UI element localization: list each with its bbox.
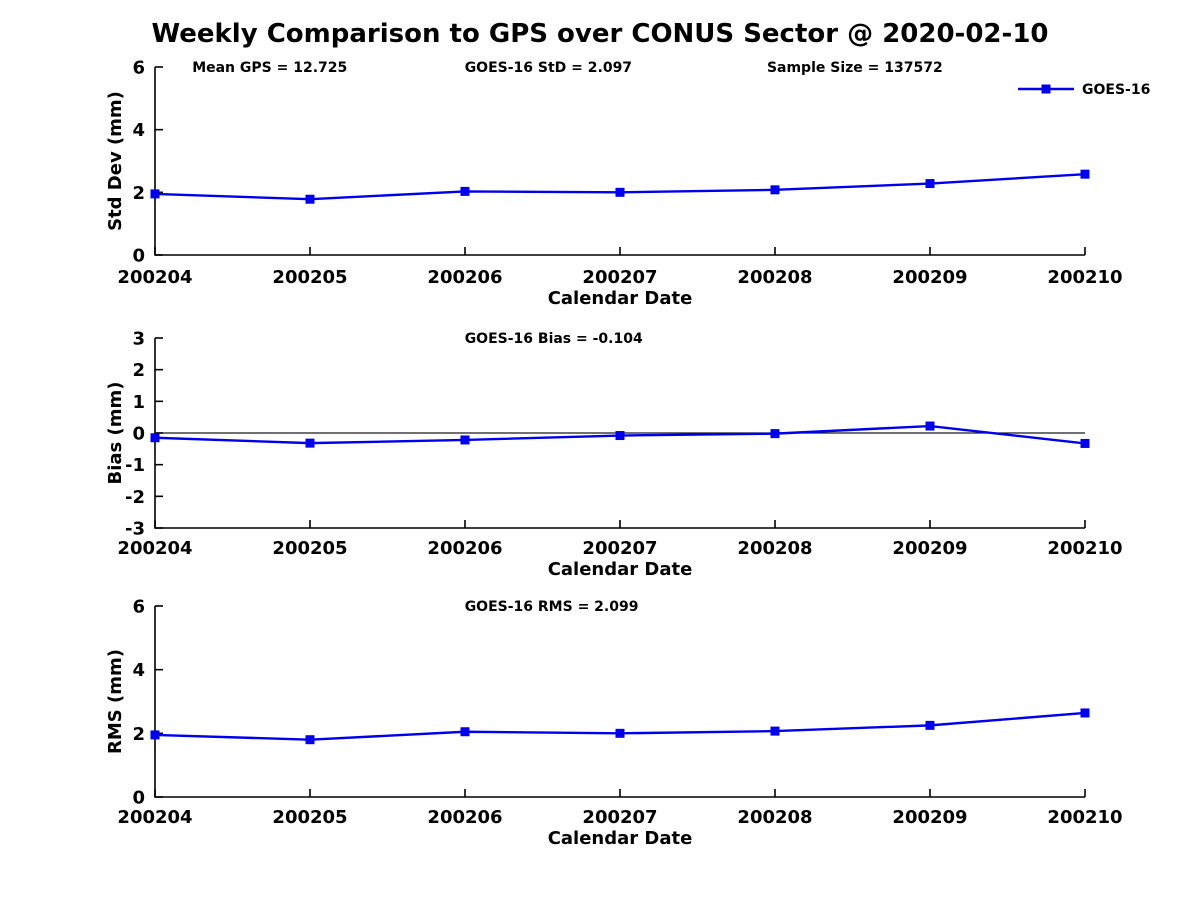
y-tick-label: -2 (125, 487, 145, 508)
x-tick-label: 200204 (117, 538, 192, 559)
x-axis-label: Calendar Date (548, 559, 693, 580)
x-tick-label: 200210 (1047, 807, 1122, 828)
y-axis-label: Std Dev (mm) (105, 91, 126, 231)
data-point-marker (925, 179, 935, 189)
data-point-marker (770, 185, 780, 195)
data-point-marker (460, 727, 470, 737)
x-tick-label: 200208 (737, 267, 812, 288)
data-point-marker (150, 730, 160, 740)
x-tick-label: 200206 (427, 267, 502, 288)
data-point-marker (460, 435, 470, 445)
x-tick-label: 200205 (272, 807, 347, 828)
y-tick-label: 0 (132, 788, 145, 809)
x-tick-label: 200210 (1047, 538, 1122, 559)
stat-annotation: GOES-16 RMS = 2.099 (465, 599, 639, 615)
y-axis-label: Bias (mm) (105, 382, 126, 485)
y-tick-label: 4 (132, 120, 145, 141)
x-tick-label: 200204 (117, 807, 192, 828)
y-tick-label: -1 (125, 455, 145, 476)
y-tick-label: 2 (132, 183, 145, 204)
x-tick-label: 200206 (427, 807, 502, 828)
axis-lines (154, 67, 1085, 256)
y-tick-label: 3 (132, 329, 145, 350)
legend-label: GOES-16 (1082, 82, 1150, 98)
stat-annotation: GOES-16 StD = 2.097 (465, 60, 632, 76)
data-point-marker (150, 433, 160, 443)
y-tick-label: 4 (132, 660, 145, 681)
x-tick-label: 200204 (117, 267, 192, 288)
stat-annotation: Sample Size = 137572 (767, 60, 943, 76)
data-point-marker (925, 720, 935, 730)
x-tick-label: 200208 (737, 807, 812, 828)
data-point-marker (1080, 708, 1090, 718)
y-tick-label: 2 (132, 360, 145, 381)
x-tick-label: 200205 (272, 267, 347, 288)
data-point-marker (305, 735, 315, 745)
x-tick-label: 200209 (892, 807, 967, 828)
x-tick-label: 200209 (892, 538, 967, 559)
x-axis-label: Calendar Date (548, 288, 693, 309)
data-point-marker (770, 726, 780, 736)
y-axis-label: RMS (mm) (105, 649, 126, 754)
x-tick-label: 200208 (737, 538, 812, 559)
y-tick-label: 6 (132, 597, 145, 618)
stat-annotation: Mean GPS = 12.725 (192, 60, 347, 76)
stat-annotation: GOES-16 Bias = -0.104 (465, 331, 643, 347)
data-point-marker (150, 189, 160, 199)
data-point-marker (1080, 169, 1090, 179)
x-tick-label: 200210 (1047, 267, 1122, 288)
x-tick-label: 200207 (582, 267, 657, 288)
x-tick-label: 200206 (427, 538, 502, 559)
data-point-marker (615, 431, 625, 441)
data-point-marker (305, 194, 315, 204)
x-tick-label: 200209 (892, 267, 967, 288)
axis-lines (154, 606, 1085, 798)
y-tick-label: 0 (132, 246, 145, 267)
data-point-marker (1080, 438, 1090, 448)
y-tick-label: 6 (132, 58, 145, 79)
x-tick-label: 200205 (272, 538, 347, 559)
y-tick-label: -3 (125, 519, 145, 540)
data-point-marker (305, 438, 315, 448)
data-point-marker (925, 421, 935, 431)
data-point-marker (615, 187, 625, 197)
y-tick-label: 0 (132, 424, 145, 445)
x-axis-label: Calendar Date (548, 828, 693, 849)
figure-title: Weekly Comparison to GPS over CONUS Sect… (151, 19, 1049, 49)
y-tick-label: 2 (132, 724, 145, 745)
data-point-marker (615, 728, 625, 738)
y-tick-label: 1 (132, 392, 145, 413)
data-point-marker (770, 429, 780, 439)
x-tick-label: 200207 (582, 807, 657, 828)
x-tick-label: 200207 (582, 538, 657, 559)
data-point-marker (460, 186, 470, 196)
legend-marker-icon (1041, 84, 1051, 94)
